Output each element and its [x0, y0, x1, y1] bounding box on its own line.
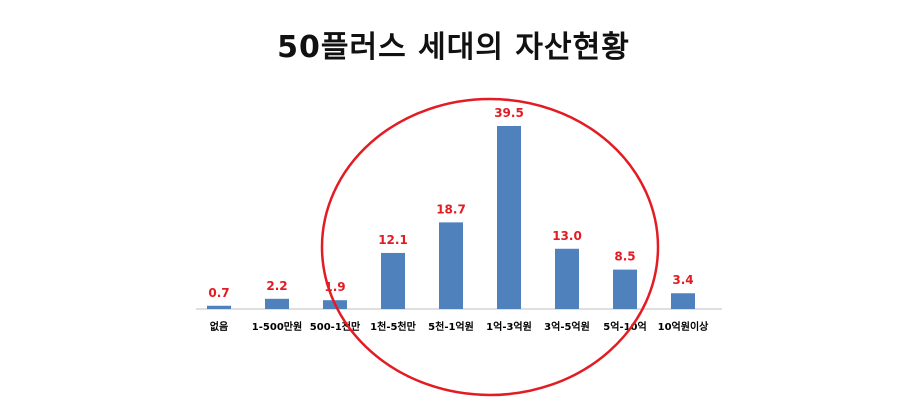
value-label-7: 8.5: [614, 250, 635, 264]
tick-labels-group: 없음 1-500만원 500-1천만 1천-5천만 5천-1억원 1억-3억원 3억-5억원…: [210, 320, 709, 333]
value-label-0: 0.7: [208, 286, 229, 300]
bar-5: [497, 126, 521, 309]
value-label-3: 12.1: [378, 233, 408, 247]
tick-label-7: 5억-10억: [603, 321, 646, 333]
chart-title: 50플러스 세대의 자산현황: [277, 30, 630, 65]
bar-8: [671, 293, 695, 309]
tick-label-2: 500-1천만: [310, 320, 361, 333]
value-label-5: 39.5: [494, 106, 524, 120]
tick-label-8: 10억원이상: [658, 320, 710, 333]
tick-label-1: 1-500만원: [252, 320, 302, 333]
value-label-1: 2.2: [266, 279, 287, 293]
bars-group: [207, 126, 695, 309]
tick-label-6: 3억-5억원: [544, 320, 590, 333]
value-label-8: 3.4: [672, 273, 693, 287]
bar-1: [265, 298, 289, 309]
bar-6: [555, 248, 579, 309]
bar-7: [613, 269, 637, 309]
tick-label-3: 1천-5천만: [370, 320, 416, 333]
bar-0: [207, 305, 231, 309]
tick-label-4: 5천-1억원: [428, 320, 474, 333]
bar-4: [439, 222, 463, 309]
value-label-6: 13.0: [552, 229, 582, 243]
value-label-4: 18.7: [436, 202, 466, 216]
tick-label-0: 없음: [210, 320, 228, 333]
highlight-ellipse: [320, 97, 660, 397]
tick-label-5: 1억-3억원: [486, 320, 532, 333]
bar-3: [381, 252, 405, 309]
